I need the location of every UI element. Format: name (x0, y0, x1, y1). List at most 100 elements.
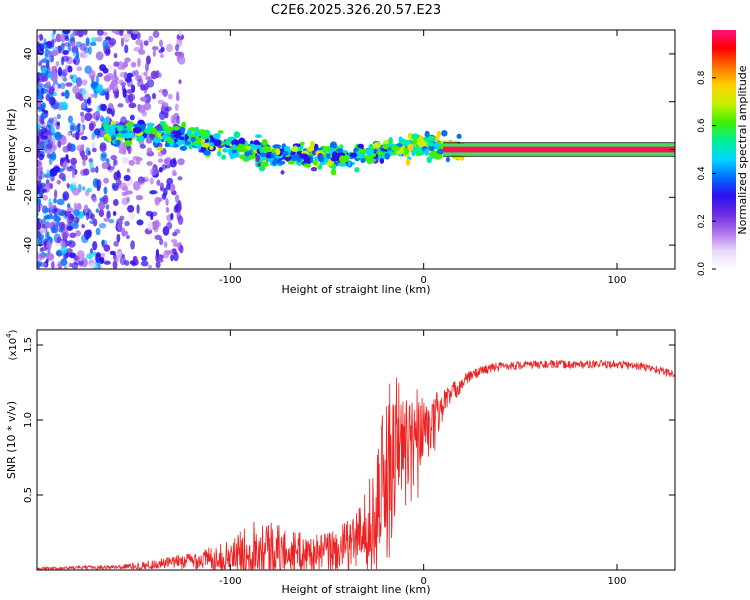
signal-blob (339, 144, 344, 149)
noise-blob (147, 222, 153, 231)
signal-blob (445, 156, 450, 163)
signal-blob (357, 143, 365, 149)
signal-blob (255, 134, 262, 139)
x-tick-label: 100 (607, 275, 626, 286)
noise-blob (70, 183, 74, 192)
noise-blob (170, 212, 174, 221)
noise-blob (66, 217, 74, 224)
noise-blob (128, 102, 137, 109)
noise-blob (112, 211, 117, 216)
noise-blob (74, 30, 79, 36)
signal-blob (388, 137, 393, 144)
multiplier-tail: ) (8, 329, 19, 333)
signal-blob (189, 133, 195, 138)
colorbar-tick-label: 0.6 (697, 118, 707, 133)
noise-blob (76, 202, 82, 211)
signal-blob (280, 170, 285, 175)
noise-blob (72, 187, 80, 196)
colorbar-tick-label: 0.0 (697, 262, 707, 277)
signal-blob (136, 136, 142, 143)
noise-blob (40, 127, 48, 134)
noise-blob (174, 194, 180, 204)
noise-blob (111, 84, 119, 92)
noise-blob (92, 112, 97, 120)
signal-blob (358, 149, 367, 155)
noise-blob (146, 161, 153, 167)
noise-blob (71, 168, 75, 179)
noise-blob (73, 202, 78, 212)
noise-blob (129, 114, 135, 121)
noise-blob (157, 151, 164, 157)
noise-blob (135, 194, 144, 201)
noise-blob (37, 222, 40, 231)
noise-blob (62, 50, 69, 56)
noise-blob (97, 260, 101, 269)
signal-blob (209, 145, 214, 150)
signal-blob (231, 139, 240, 147)
noise-blob (46, 253, 55, 261)
carrier-band-core (443, 146, 675, 153)
signal-blob (235, 145, 245, 153)
noise-blob (124, 57, 131, 63)
noise-blob (92, 251, 97, 257)
signal-blob (213, 139, 222, 147)
noise-blob (79, 124, 84, 133)
noise-blob (116, 233, 121, 243)
noise-blob (177, 158, 185, 166)
noise-blob (153, 220, 159, 229)
colorbar-tick-label: 0.4 (697, 166, 707, 181)
noise-blob (161, 164, 167, 171)
signal-blob (238, 137, 246, 145)
signal-blob (107, 136, 112, 142)
noise-blob (40, 246, 48, 252)
y-tick-label: 40 (23, 48, 34, 61)
noise-blob (80, 111, 85, 117)
noise-blob (173, 171, 178, 177)
noise-blob (58, 228, 63, 233)
noise-blob (64, 89, 70, 100)
noise-blob (103, 217, 110, 222)
noise-blob (58, 172, 66, 180)
noise-blob (143, 93, 151, 104)
noise-blob (54, 131, 62, 141)
noise-blob (51, 38, 57, 43)
noise-blob (60, 245, 68, 255)
noise-blob (53, 208, 62, 213)
noise-blob (154, 196, 160, 206)
signal-blob (329, 141, 338, 149)
signal-blob (260, 155, 267, 161)
noise-blob (97, 30, 104, 36)
noise-blob (37, 204, 40, 213)
noise-blob (48, 96, 56, 106)
noise-blob (52, 69, 57, 80)
noise-blob (143, 83, 149, 91)
noise-blob (46, 231, 50, 240)
noise-blob (137, 78, 144, 88)
noise-blob (81, 144, 85, 149)
noise-blob (86, 229, 92, 236)
noise-blob (60, 101, 68, 111)
noise-blob (75, 230, 82, 237)
signal-blob (376, 150, 384, 155)
noise-blob (117, 221, 123, 232)
noise-blob (92, 147, 97, 153)
noise-blob (106, 107, 113, 115)
noise-blob (46, 214, 55, 220)
signal-blob (159, 120, 167, 126)
noise-blob (103, 260, 111, 265)
noise-blob (118, 79, 124, 85)
noise-blob (166, 250, 174, 255)
noise-blob (48, 55, 54, 63)
noise-blob (85, 210, 90, 221)
signal-blob (306, 146, 315, 152)
noise-blob (53, 166, 61, 173)
noise-blob (159, 182, 165, 190)
noise-blob (60, 208, 65, 217)
noise-blob (63, 42, 71, 47)
noise-blob (126, 89, 134, 94)
noise-blob (156, 179, 161, 186)
noise-blob (51, 260, 55, 269)
noise-blob (76, 66, 83, 72)
noise-blob (71, 262, 79, 269)
noise-blob (140, 260, 149, 267)
